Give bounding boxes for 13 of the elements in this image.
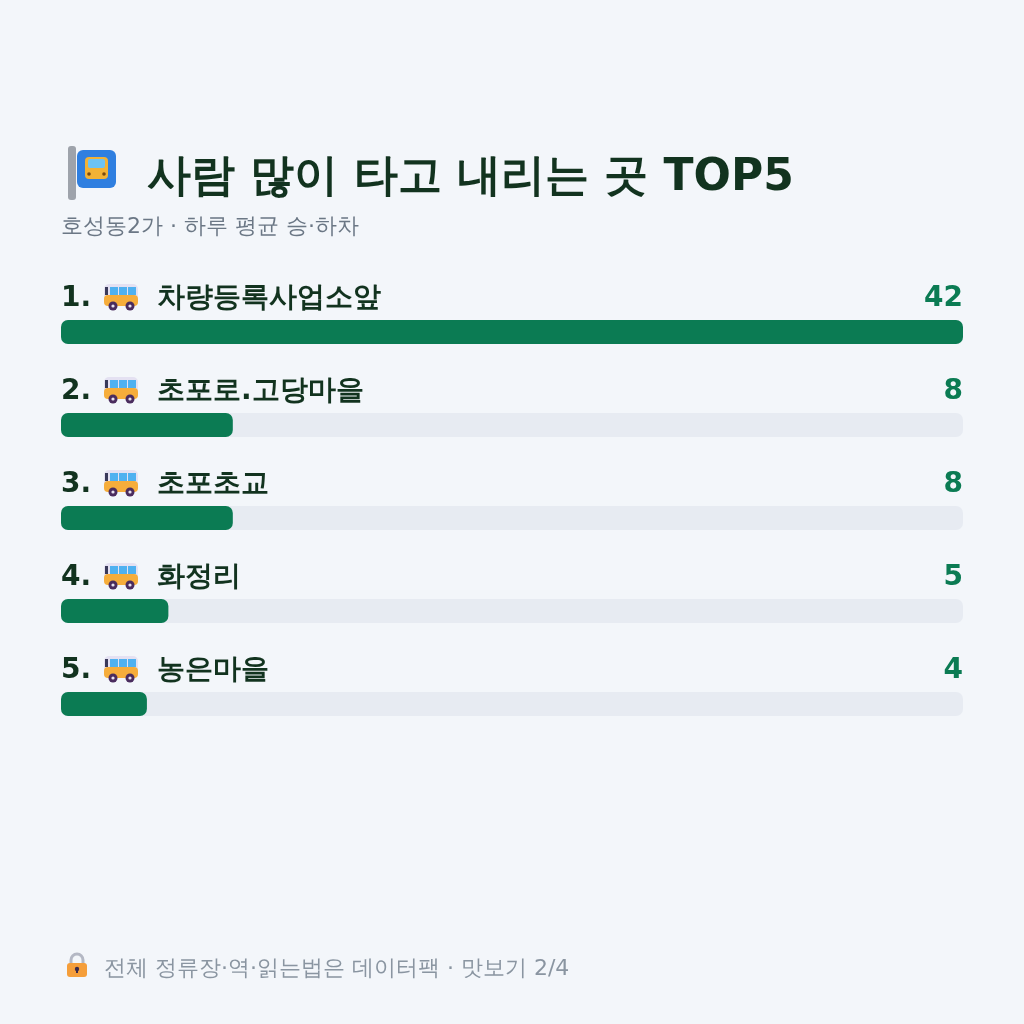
data-label: 42 (924, 280, 963, 313)
data-label: 5 (943, 559, 963, 592)
category-label: 3. 초포초교 (61, 466, 269, 499)
text: 전체 정류장·역·읽는법은 데이터팩 · 맛보기 2/4 (104, 955, 570, 980)
data-label: 4 (943, 652, 963, 685)
category-label: 5. 농은마을 (61, 652, 269, 685)
chart-title: 사람 많이 타고 내리는 곳 TOP5 (147, 149, 794, 200)
category-label: 1. 차량등록사업소앞 (61, 280, 381, 313)
category-label: 4. 화정리 (61, 559, 241, 592)
data-label: 8 (943, 373, 963, 406)
category-label: 2. 초포로.고당마을 (61, 373, 364, 406)
chart-subtitle: 호성동2가 · 하루 평균 승·하차 (61, 213, 359, 238)
data-label: 8 (943, 466, 963, 499)
